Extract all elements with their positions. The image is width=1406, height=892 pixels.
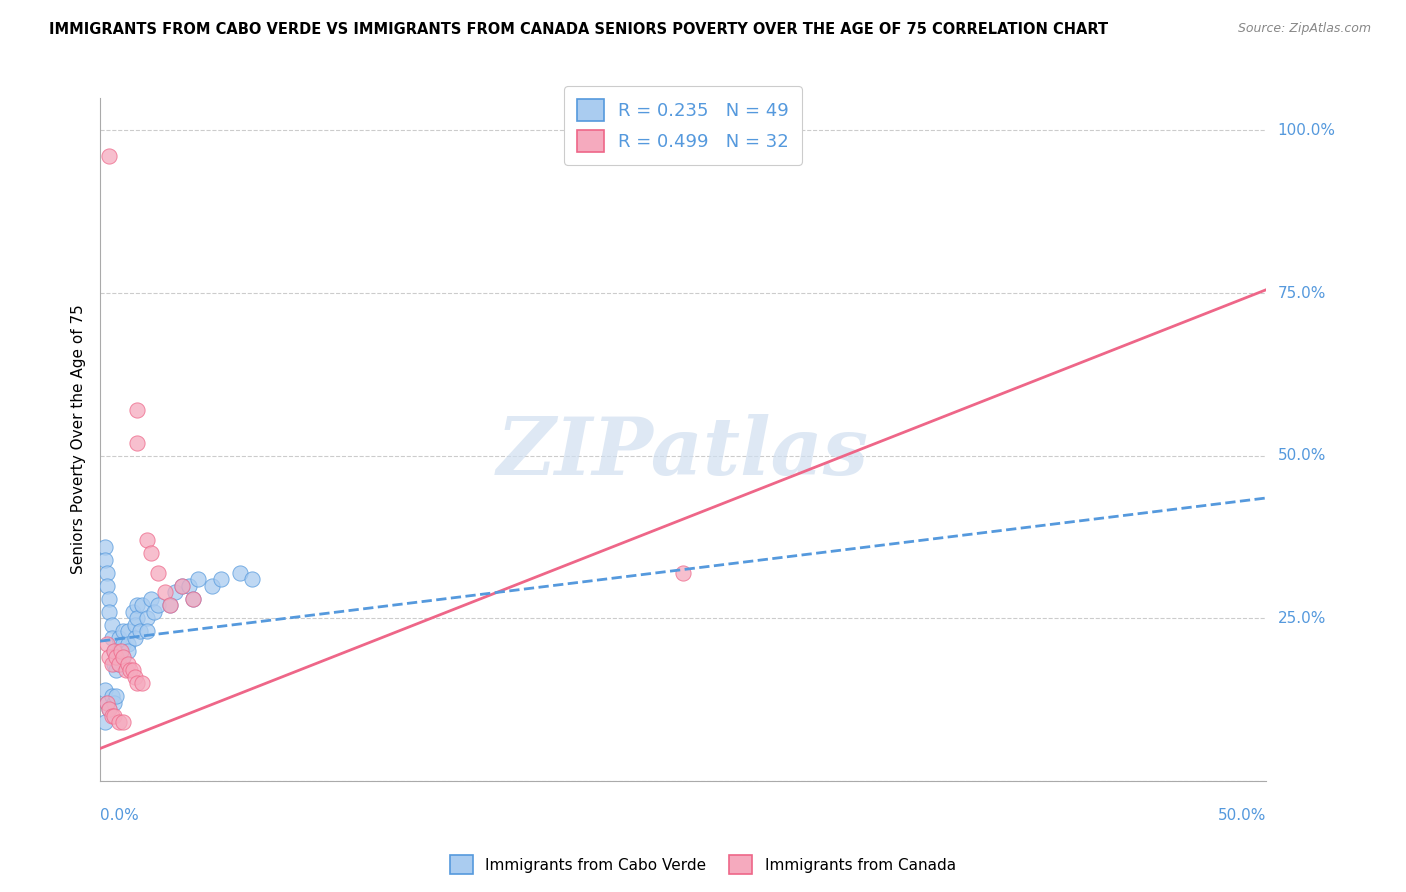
Point — [98, 149, 121, 163]
Point — [112, 715, 135, 730]
Text: Source: ZipAtlas.com: Source: ZipAtlas.com — [1237, 22, 1371, 36]
Point — [101, 631, 124, 645]
Point — [183, 591, 205, 606]
Point — [96, 637, 118, 651]
Text: 50.0%: 50.0% — [1218, 808, 1265, 823]
Point — [672, 566, 695, 580]
Point — [105, 664, 128, 678]
Point — [103, 644, 125, 658]
Point — [229, 566, 252, 580]
Point — [177, 579, 200, 593]
Point — [112, 624, 135, 639]
Point — [209, 572, 232, 586]
Point — [107, 657, 129, 671]
Text: IMMIGRANTS FROM CABO VERDE VS IMMIGRANTS FROM CANADA SENIORS POVERTY OVER THE AG: IMMIGRANTS FROM CABO VERDE VS IMMIGRANTS… — [49, 22, 1108, 37]
Point — [110, 644, 132, 658]
Legend: R = 0.235   N = 49, R = 0.499   N = 32: R = 0.235 N = 49, R = 0.499 N = 32 — [564, 87, 801, 165]
Point — [124, 618, 146, 632]
Point — [101, 618, 124, 632]
Point — [127, 676, 149, 690]
Point — [107, 657, 129, 671]
Point — [103, 657, 125, 671]
Point — [148, 599, 170, 613]
Point — [98, 605, 121, 619]
Point — [103, 709, 125, 723]
Point — [142, 605, 165, 619]
Point — [96, 696, 118, 710]
Point — [96, 696, 118, 710]
Point — [120, 664, 142, 678]
Point — [103, 696, 125, 710]
Point — [114, 664, 136, 678]
Point — [101, 690, 124, 704]
Point — [159, 599, 181, 613]
Point — [131, 676, 153, 690]
Point — [107, 715, 129, 730]
Point — [159, 599, 181, 613]
Point — [163, 585, 186, 599]
Point — [141, 546, 163, 560]
Point — [121, 605, 143, 619]
Point — [112, 650, 135, 665]
Point — [98, 702, 121, 716]
Point — [112, 637, 135, 651]
Point — [94, 540, 117, 554]
Point — [127, 435, 149, 450]
Point — [187, 572, 209, 586]
Point — [135, 533, 157, 548]
Text: ZIPatlas: ZIPatlas — [496, 415, 869, 491]
Point — [121, 664, 143, 678]
Text: 0.0%: 0.0% — [100, 808, 139, 823]
Point — [141, 591, 163, 606]
Point — [98, 591, 121, 606]
Point — [107, 644, 129, 658]
Point — [94, 553, 117, 567]
Point — [183, 591, 205, 606]
Point — [117, 637, 139, 651]
Point — [170, 579, 193, 593]
Point — [117, 657, 139, 671]
Point — [135, 624, 157, 639]
Point — [103, 644, 125, 658]
Point — [96, 579, 118, 593]
Point — [101, 657, 124, 671]
Point — [127, 611, 149, 625]
Point — [155, 585, 177, 599]
Point — [170, 579, 193, 593]
Y-axis label: Seniors Poverty Over the Age of 75: Seniors Poverty Over the Age of 75 — [72, 304, 86, 574]
Point — [117, 644, 139, 658]
Point — [101, 709, 124, 723]
Point — [201, 579, 224, 593]
Point — [98, 650, 121, 665]
Point — [240, 572, 263, 586]
Point — [135, 611, 157, 625]
Text: 50.0%: 50.0% — [1278, 449, 1326, 463]
Point — [127, 403, 149, 417]
Point — [94, 715, 117, 730]
Text: 75.0%: 75.0% — [1278, 285, 1326, 301]
Point — [124, 670, 146, 684]
Text: 100.0%: 100.0% — [1278, 123, 1336, 138]
Point — [94, 682, 117, 697]
Point — [124, 631, 146, 645]
Point — [105, 650, 128, 665]
Point — [148, 566, 170, 580]
Point — [128, 624, 150, 639]
Legend: Immigrants from Cabo Verde, Immigrants from Canada: Immigrants from Cabo Verde, Immigrants f… — [444, 849, 962, 880]
Point — [131, 599, 153, 613]
Point — [117, 624, 139, 639]
Point — [112, 650, 135, 665]
Point — [98, 702, 121, 716]
Point — [105, 690, 128, 704]
Point — [107, 631, 129, 645]
Point — [127, 599, 149, 613]
Point — [96, 566, 118, 580]
Text: 25.0%: 25.0% — [1278, 611, 1326, 626]
